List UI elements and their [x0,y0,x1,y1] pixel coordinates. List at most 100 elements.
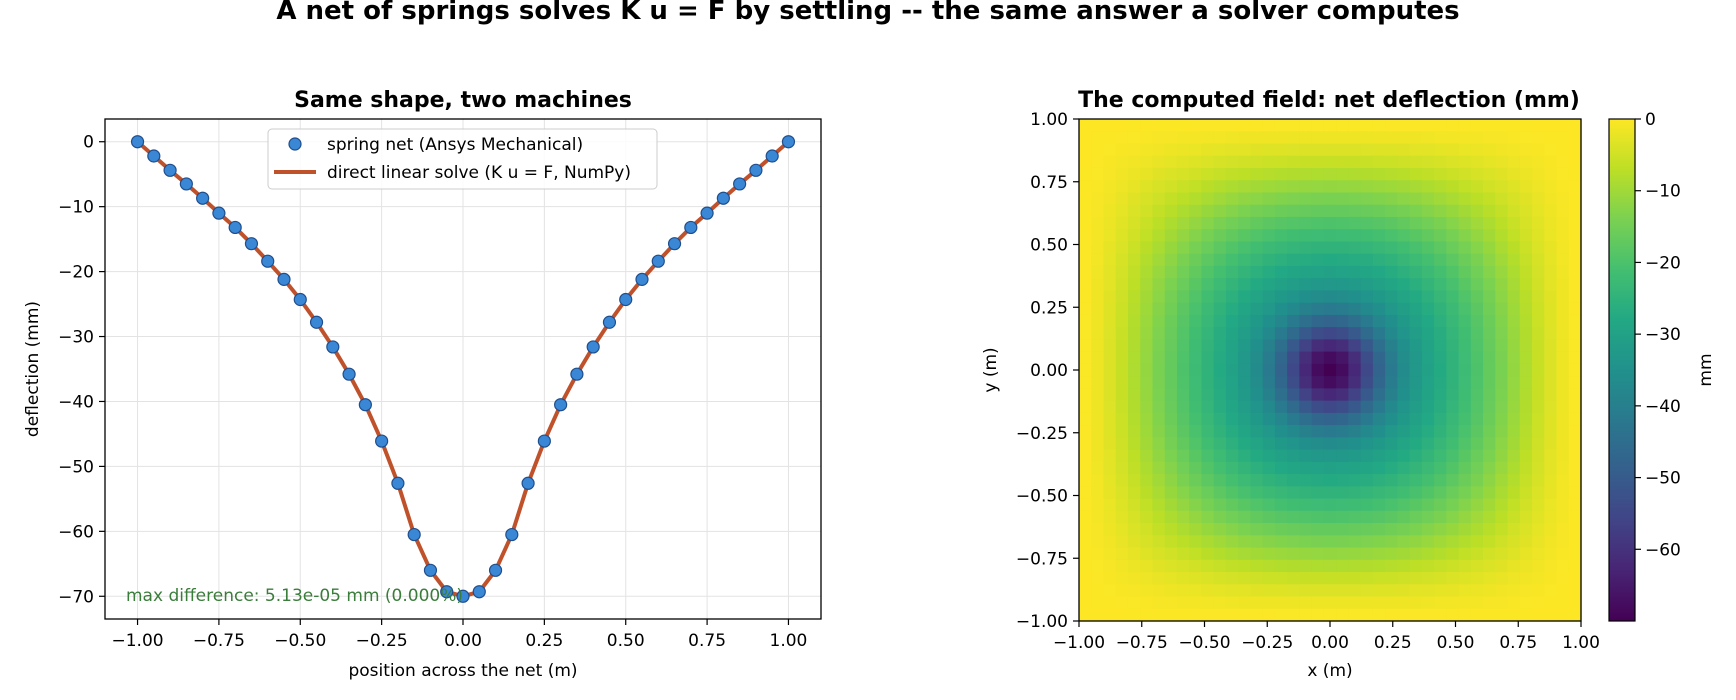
heatmap-cell [1519,314,1533,328]
x-tick-label: 0.25 [525,631,563,651]
heatmap-cell [1507,167,1521,181]
heatmap-cell [1544,437,1558,451]
heatmap-cell [1079,412,1092,426]
heatmap-cell [1225,608,1239,622]
heatmap-cell [1189,547,1203,561]
heatmap-cell [1287,572,1300,585]
heatmap-cell [1140,486,1154,500]
heatmap-cell [1519,167,1533,181]
heatmap-cell [1409,425,1423,438]
heatmap-cell [1091,461,1105,475]
heatmap-cell [1421,559,1435,573]
heatmap-cell [1483,167,1496,181]
heatmap-cell [1079,339,1092,353]
heatmap-cell [1299,510,1313,524]
heatmap-cell [1495,351,1509,365]
heatmap-cell [1397,229,1411,243]
heatmap-cell [1225,425,1239,438]
heatmap-cell [1115,143,1129,157]
heatmap-cell [1091,119,1105,132]
heatmap-cell [1544,584,1558,598]
series-point-spring-net [602,315,617,329]
heatmap-cell [1274,327,1288,340]
heatmap-cell [1201,339,1215,353]
heatmap-cell [1397,559,1411,573]
heatmap-cell [1127,523,1141,536]
heatmap-cell [1091,314,1105,328]
heatmap-cell [1274,547,1288,561]
heatmap-cell [1115,596,1129,610]
series-point-spring-net [456,589,470,603]
heatmap-cell [1103,486,1117,500]
heatmap-cell [1115,302,1129,316]
heatmap-cell [1336,216,1349,230]
heatmap-cell [1103,498,1117,512]
heatmap-cell [1079,486,1092,500]
heatmap-cell [1287,155,1300,169]
heatmap-cell [1311,437,1325,451]
heatmap-cell [1483,535,1496,549]
heatmap-cell [1336,486,1349,500]
heatmap-cell [1421,486,1435,500]
heatmap-cell [1250,584,1264,598]
heatmap-cell [1544,449,1558,463]
heatmap-cell [1507,229,1521,243]
heatmap-cell [1470,229,1484,243]
heatmap-cell [1336,192,1349,206]
heatmap-cell [1140,278,1154,292]
heatmap-cell [1421,363,1435,377]
heatmap-cell [1127,339,1141,353]
series-point-spring-net [505,527,519,542]
heatmap-cell [1348,180,1362,194]
heatmap-cell [1250,461,1264,475]
x-tick-label: 0.00 [444,631,482,651]
heatmap-cell [1274,523,1288,536]
heatmap-cell [1495,204,1509,218]
heatmap-cell [1287,314,1300,328]
y-tick-label: −70 [58,587,94,607]
heatmap-y-tick-label: 0.75 [1030,173,1068,193]
heatmap-cell [1201,167,1215,181]
heatmap-cell [1225,376,1239,389]
heatmap-y-axis: 1.000.750.500.250.00−0.25−0.50−0.75−1.00 [1016,110,1079,632]
heatmap-cell [1225,204,1239,218]
line-chart-x-axis: −1.00 −0.75 −0.50 −0.25 0.00 0.25 0.50 0.75 1.00 [111,619,807,651]
heatmap-cell [1507,290,1521,304]
heatmap-cell [1079,498,1092,512]
heatmap-cell [1164,535,1178,549]
heatmap-cell [1287,523,1300,536]
heatmap-cell [1421,596,1435,610]
heatmap-cell [1079,204,1092,218]
heatmap-cell [1287,400,1300,414]
heatmap-cell [1201,437,1215,451]
heatmap-cell [1201,241,1215,255]
heatmap-cell [1495,192,1509,206]
heatmap-cell [1152,461,1166,475]
heatmap-cell [1532,388,1545,402]
heatmap-cell [1519,608,1533,622]
series-point-spring-net [472,585,486,599]
heatmap-cell [1140,449,1154,463]
heatmap-cell [1372,523,1386,536]
heatmap-cell [1434,314,1447,328]
heatmap-cell [1532,486,1545,500]
heatmap-cell [1360,412,1374,426]
heatmap-cell [1127,449,1141,463]
heatmap-cell [1556,388,1570,402]
heatmap-cell [1127,559,1141,573]
heatmap-cell [1164,229,1178,243]
heatmap-cell [1152,376,1166,389]
heatmap-cell [1556,596,1570,610]
heatmap-cell [1409,474,1423,487]
heatmap-cell [1127,572,1141,585]
heatmap-cell [1507,474,1521,487]
heatmap-cell [1238,474,1252,487]
heatmap-cell [1397,131,1411,145]
heatmap-cell [1336,327,1349,340]
heatmap-cell [1372,400,1386,414]
heatmap-cell [1152,400,1166,414]
heatmap-cell [1201,143,1215,157]
heatmap-cell [1323,278,1337,292]
heatmap-cell [1568,327,1582,340]
